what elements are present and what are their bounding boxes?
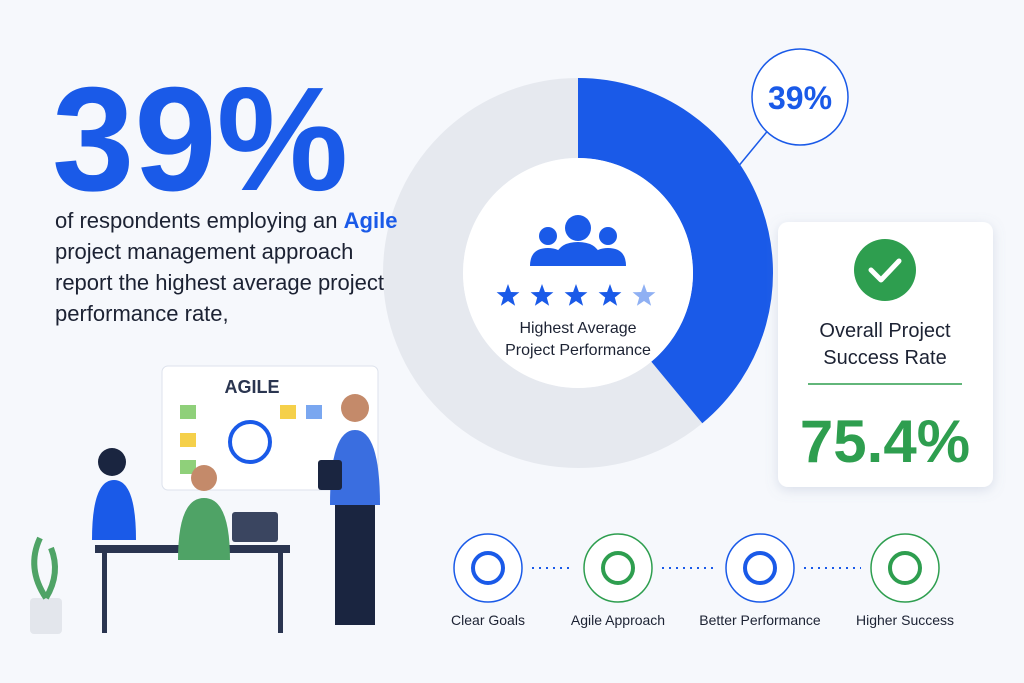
- rating-stars: [496, 284, 656, 306]
- donut-label: Highest Average Project Performance: [505, 320, 651, 359]
- headline-stat: 39%: [52, 57, 348, 222]
- person-body: [92, 480, 136, 540]
- sticky: [280, 405, 296, 419]
- description-text: project management approach report the h…: [55, 239, 384, 326]
- step-label: Better Performance: [699, 612, 821, 628]
- sticky: [180, 405, 196, 419]
- step-label: Clear Goals: [451, 612, 525, 628]
- card-title: Overall Project Success Rate: [819, 320, 951, 369]
- person-head: [191, 465, 217, 491]
- check-icon: [854, 239, 916, 301]
- callout-circle: [751, 48, 849, 146]
- donut-segment: [577, 78, 773, 424]
- sticky: [180, 460, 196, 474]
- description: of respondents employing an Agile projec…: [55, 205, 400, 329]
- person-legs: [335, 505, 375, 625]
- donut: [383, 78, 773, 468]
- steps: Clear Goals Agile Approach Better Performa…: [451, 533, 954, 628]
- check-mark: [868, 258, 902, 283]
- step-icon: [453, 533, 523, 603]
- card: [778, 222, 993, 487]
- callout-dot: [733, 164, 741, 172]
- description-highlight: Agile: [343, 208, 398, 233]
- illustration: AGILE: [30, 365, 380, 634]
- step-glyph: [888, 551, 922, 585]
- sticky: [306, 405, 322, 419]
- person-head: [98, 448, 126, 476]
- plant: [31, 536, 58, 600]
- board-title: AGILE: [224, 377, 279, 397]
- star: [496, 284, 520, 306]
- person-body: [330, 430, 380, 505]
- laptop: [232, 512, 278, 542]
- card-value: 75.4%: [800, 408, 970, 475]
- callout-line: [736, 127, 771, 169]
- tablet: [318, 460, 342, 490]
- step-glyph: [471, 551, 505, 585]
- star: [598, 284, 622, 306]
- step-glyph: [601, 551, 635, 585]
- whiteboard: [161, 365, 379, 491]
- star: [632, 284, 656, 306]
- person-body: [178, 498, 230, 560]
- desk-leg: [278, 553, 283, 633]
- star: [530, 284, 554, 306]
- person-head: [341, 394, 369, 422]
- step-icon: [725, 533, 795, 603]
- step-label: Agile Approach: [571, 612, 665, 628]
- step-icon: [583, 533, 653, 603]
- description-text: of respondents employing an: [55, 208, 344, 233]
- donut-hole: [463, 158, 693, 388]
- step-glyph: [743, 551, 777, 585]
- callout-value: 39%: [768, 80, 832, 116]
- step-label: Higher Success: [856, 612, 954, 628]
- people-icon: [530, 215, 626, 266]
- desk-leg: [102, 553, 107, 633]
- sticky: [180, 433, 196, 447]
- cycle-icon: [228, 420, 272, 464]
- star: [564, 284, 588, 306]
- pot: [30, 598, 62, 634]
- step-icon: [870, 533, 940, 603]
